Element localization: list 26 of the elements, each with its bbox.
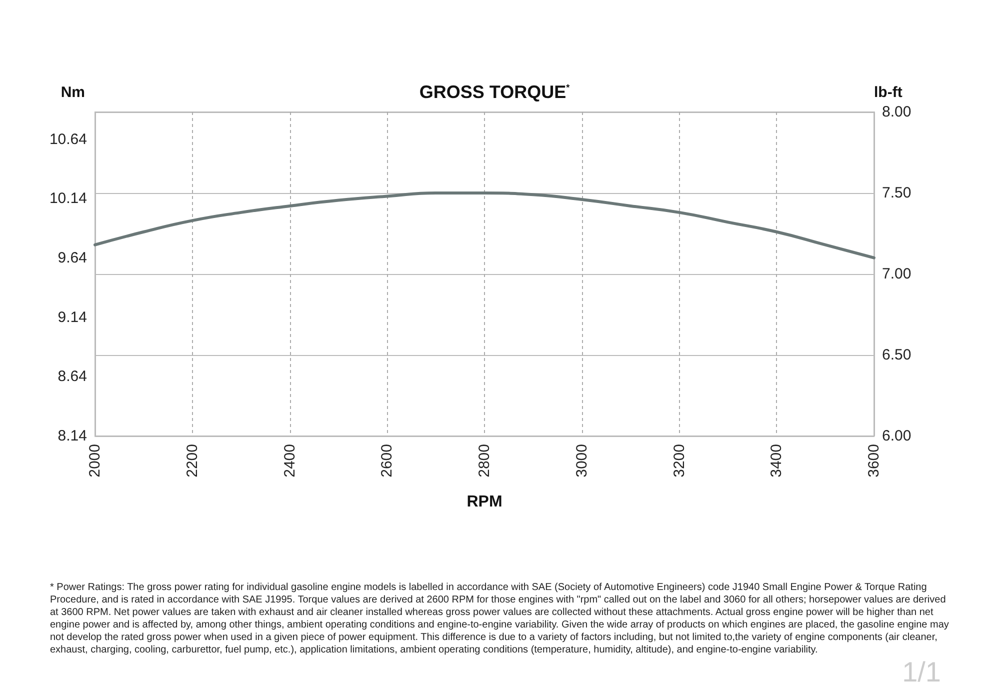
y2-axis-title: lb-ft: [874, 84, 902, 101]
y2-tick-label: 8.00: [882, 104, 912, 120]
x-tick-label: 3400: [768, 444, 786, 478]
x-tick-label: 3200: [670, 444, 688, 478]
y-tick-label: 10.14: [49, 190, 87, 208]
y2-tick-label: 7.00: [882, 266, 912, 282]
y2-tick-label: 6.50: [882, 346, 912, 364]
y-tick-label: 10.64: [49, 130, 87, 148]
text: * Power Ratings: The gross power rating for individual gasoline engine models is labelled in accordance with SAE (Society of Automotive Engineers) code J1940 Small Engine Power & Torque Rating Procedure, and is rated in accordance with SAE J1995. Torque values are derived at 2600 RPM for those engines with "rpm" called out on the label and 3060 for all others; horsepower values are derived at 3600 RPM. Net power values are taken with exhaust and air cleaner installed whereas gross power values are collected without these attachments. Actual gross engine power will be higher than net engine power and is affected by, among other things, ambient operating conditions and engine-to-engine variability. Given the wide array of products on which engines are placed, the gasoline engine may not develop the rated gross power when used in a given piece of power equipment. This difference is due to a variety of factors including, but not limited to,the variety of engine components (air cleaner, exhaust, charging, cooling, carburettor, fuel pump, etc.), application limitations, ambient operating conditions (temperature, humidity, altitude), and engine-to-engine variability.: [50, 582, 952, 656]
x-tick-label: 2400: [281, 444, 298, 478]
x-tick-label: 2800: [476, 444, 493, 478]
line-series: [94, 192, 876, 260]
chart-title: GROSS TORQUE*: [419, 82, 570, 102]
y2-tick-label: 7.50: [882, 184, 912, 202]
y-tick-label: 8.64: [58, 368, 87, 386]
x-tick-label: 3000: [573, 444, 590, 478]
y-tick-label: 8.14: [58, 428, 87, 444]
y-axis-title: Nm: [60, 84, 85, 101]
y-tick-label: 9.64: [58, 249, 87, 266]
x-tick-label: 3600: [866, 444, 882, 478]
y-tick-label: 9.14: [58, 308, 87, 326]
x-tick-label: 2600: [378, 444, 396, 478]
x-tick-label: 2000: [86, 444, 104, 478]
x-axis-title: RPM: [466, 494, 502, 510]
y2-tick-label: 6.00: [882, 428, 912, 444]
x-tick-label: 2200: [184, 444, 201, 478]
